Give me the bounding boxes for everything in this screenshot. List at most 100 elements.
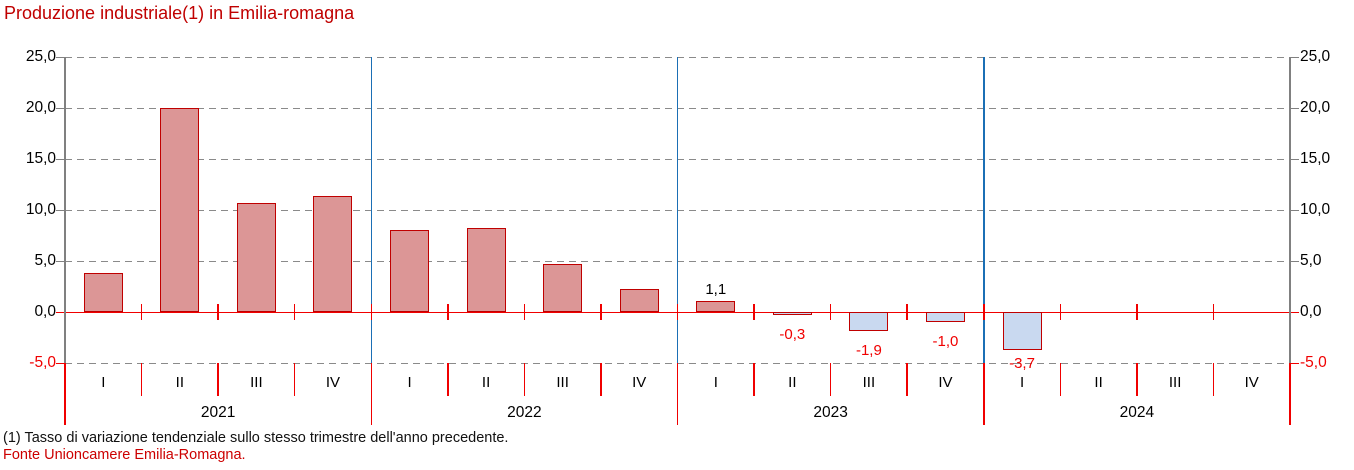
x-axis-year-label: 2022 [507, 404, 542, 421]
y-axis-tick-left [56, 56, 65, 58]
year-boundary-tick [1289, 363, 1291, 425]
x-axis-year-label: 2024 [1119, 404, 1155, 421]
quarter-separator-tick [753, 363, 755, 396]
x-axis-quarter-label: IV [1244, 374, 1259, 391]
y-axis-tick-right [1290, 311, 1299, 313]
y-axis-tick-right [1290, 209, 1299, 211]
quarter-separator-tick [140, 363, 143, 396]
zero-line-quarter-tick [906, 304, 908, 320]
y-axis-label-left: 15,0 [25, 150, 56, 167]
bar-2023-II [772, 312, 812, 316]
zero-line-quarter-tick [217, 304, 219, 320]
zero-line-quarter-tick [523, 304, 526, 320]
x-axis-quarter-label: I [407, 374, 412, 391]
y-axis-tick-left [56, 209, 65, 211]
x-axis-quarter-label: IV [325, 374, 341, 391]
quarter-separator-tick [1059, 363, 1062, 396]
y-axis-tick-left [56, 107, 65, 109]
x-axis-year-label: 2023 [813, 404, 848, 421]
zero-line-quarter-tick [293, 304, 296, 320]
x-axis-quarter-label: III [556, 374, 569, 391]
source-text: Fonte Unioncamere Emilia-Romagna. [3, 447, 246, 463]
zero-line-quarter-tick [676, 304, 679, 320]
y-axis-label-left: 20,0 [25, 99, 56, 116]
zero-line-quarter-tick [1212, 304, 1215, 320]
x-axis-year-label: 2021 [200, 404, 236, 421]
quarter-separator-tick [447, 363, 449, 396]
bar-2023-III [849, 312, 889, 332]
year-boundary-tick [370, 363, 372, 425]
quarter-separator-tick [906, 363, 908, 396]
bar-2022-II [466, 228, 506, 312]
bar-2021-III [236, 202, 276, 312]
y-axis-tick-right [1290, 158, 1299, 160]
x-axis-quarter-label: I [1019, 374, 1025, 391]
quarter-separator-tick [217, 363, 219, 396]
x-axis-quarter-label: I [101, 374, 106, 391]
zero-line-quarter-tick [1136, 304, 1138, 320]
bar-2024-I [1002, 312, 1042, 350]
bar-value-label: -3,7 [1009, 355, 1035, 372]
chart-title: Produzione industriale(1) in Emilia-roma… [4, 3, 355, 23]
year-separator-line [983, 57, 985, 363]
zero-line-quarter-tick [983, 304, 985, 320]
y-axis-label-left: 25,0 [25, 48, 56, 65]
y-axis-label-right: 20,0 [1300, 99, 1331, 116]
y-axis-tick-right [1290, 56, 1299, 58]
quarter-separator-tick [293, 363, 296, 396]
bar-2021-IV [313, 195, 353, 312]
y-axis-label-right: 0,0 [1300, 303, 1322, 320]
x-axis-quarter-label: II [1094, 374, 1103, 391]
year-boundary-tick [676, 363, 679, 425]
y-axis-label-right: 25,0 [1300, 48, 1331, 65]
x-axis-quarter-label: IV [632, 374, 647, 391]
y-axis-tick-right [1290, 362, 1299, 364]
y-axis-label-left: 5,0 [34, 252, 56, 269]
x-axis-quarter-label: III [862, 374, 876, 391]
y-axis-tick-left [56, 260, 65, 262]
bar-value-label: -0,3 [779, 326, 806, 344]
bar-2023-IV [925, 312, 965, 323]
y-axis-label-right: 15,0 [1300, 150, 1331, 167]
y-axis-tick-left [56, 311, 65, 313]
x-axis-quarter-label: II [481, 374, 491, 391]
year-boundary-tick [64, 363, 66, 425]
bar-value-label: -1,0 [932, 333, 959, 351]
bar-value-label: 1,1 [705, 280, 727, 298]
bar-2023-I [696, 300, 736, 312]
bar-2022-IV [619, 288, 659, 312]
y-axis-tick-right [1290, 260, 1299, 262]
footnote-text: (1) Tasso di variazione tendenziale sull… [3, 430, 509, 446]
y-axis-tick-left [56, 158, 65, 160]
plot-edge-line [64, 57, 66, 363]
zero-line-quarter-tick [1059, 304, 1062, 320]
quarter-separator-tick [600, 363, 602, 396]
quarter-separator-tick [1212, 363, 1215, 396]
y-axis-label-right: 5,0 [1300, 252, 1322, 269]
bar-2022-III [543, 264, 583, 312]
zero-line-quarter-tick [140, 304, 143, 320]
zero-line-quarter-tick [829, 304, 832, 320]
zero-line-quarter-tick [370, 304, 372, 320]
y-axis-label-left: 10,0 [25, 201, 56, 218]
y-axis-tick-right [1290, 107, 1299, 109]
x-axis-quarter-label: I [713, 374, 718, 391]
x-axis-quarter-label: III [250, 374, 263, 391]
x-axis-quarter-label: III [1168, 374, 1182, 391]
y-axis-tick-left [56, 362, 65, 364]
y-axis-label-right: -5,0 [1300, 354, 1327, 371]
bar-2021-II [160, 108, 200, 312]
bar-2021-I [83, 273, 123, 312]
plot-edge-line [1289, 57, 1291, 363]
x-axis-quarter-label: II [175, 374, 185, 391]
y-axis-label-left: 0,0 [34, 303, 56, 320]
y-axis-label-left: -5,0 [29, 354, 56, 371]
quarter-separator-tick [523, 363, 526, 396]
zero-line-quarter-tick [753, 304, 755, 320]
bar-value-label: -1,9 [855, 342, 882, 360]
bar-2022-I [390, 230, 430, 312]
x-axis-quarter-label: II [788, 374, 797, 391]
zero-line-quarter-tick [600, 304, 602, 320]
